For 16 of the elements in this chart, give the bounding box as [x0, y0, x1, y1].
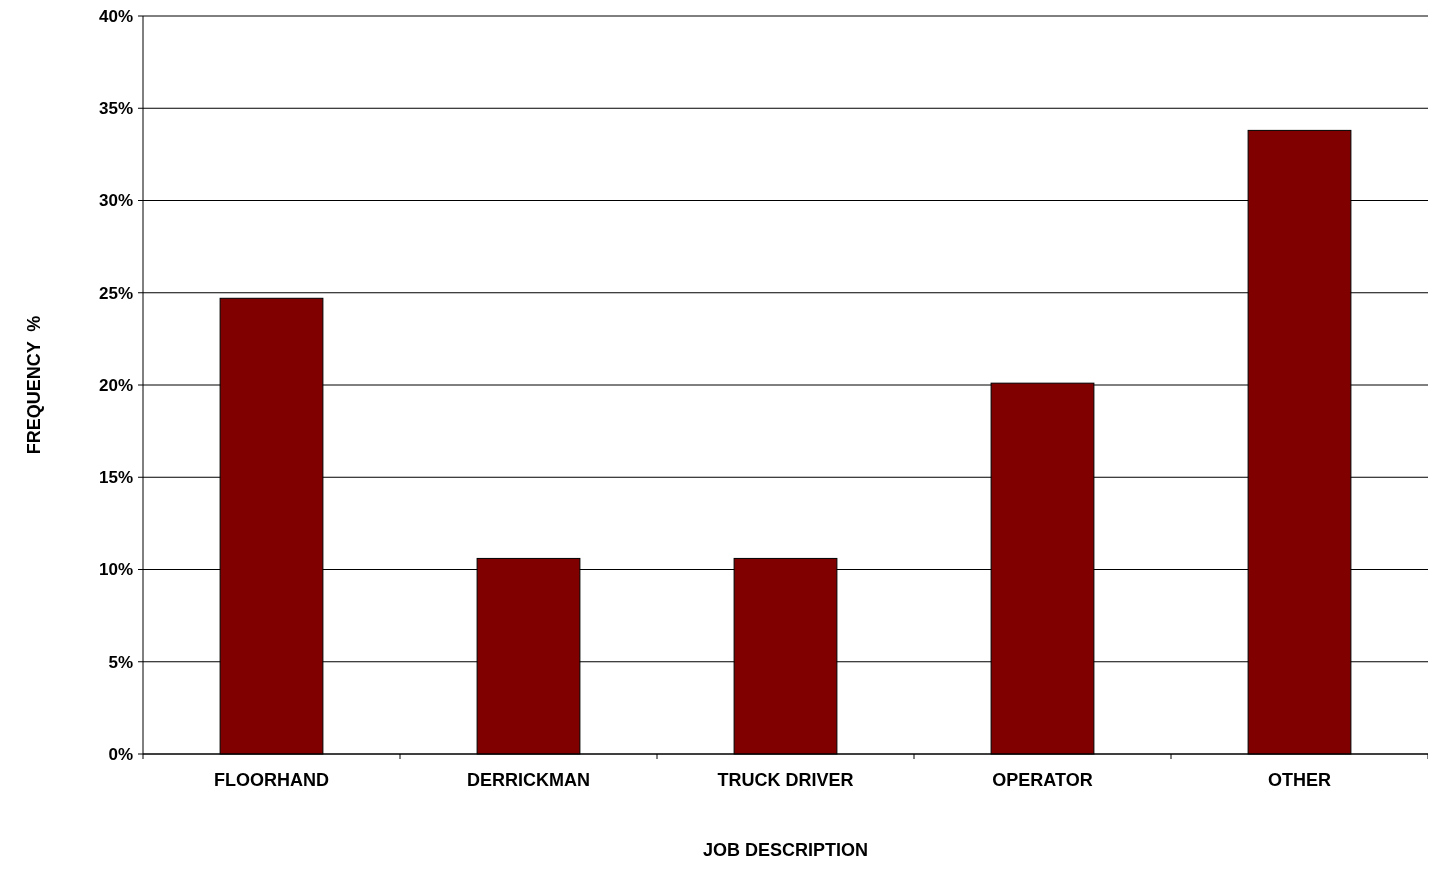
y-tick-label: 15% — [98, 468, 133, 488]
y-tick-label: 0% — [108, 744, 133, 764]
x-tick-label: OPERATOR — [992, 770, 1093, 790]
y-tick-label: 40% — [98, 6, 133, 26]
x-tick-label: TRUCK DRIVER — [717, 770, 854, 790]
x-tick-label: OTHER — [1268, 770, 1331, 790]
y-tick-label: 25% — [98, 283, 133, 303]
x-axis-title: JOB DESCRIPTION — [702, 840, 869, 860]
x-tick-label: DERRICKMAN — [467, 770, 590, 790]
y-tick-label: 30% — [98, 191, 133, 211]
y-tick-label: 35% — [98, 99, 133, 119]
y-tick-label: 10% — [98, 560, 133, 580]
y-tick-label: 20% — [98, 375, 133, 395]
x-tick-label: FLOORHAND — [214, 770, 329, 790]
y-axis-title: FREQUENCY % — [24, 315, 44, 455]
y-tick-label: 5% — [108, 652, 133, 672]
